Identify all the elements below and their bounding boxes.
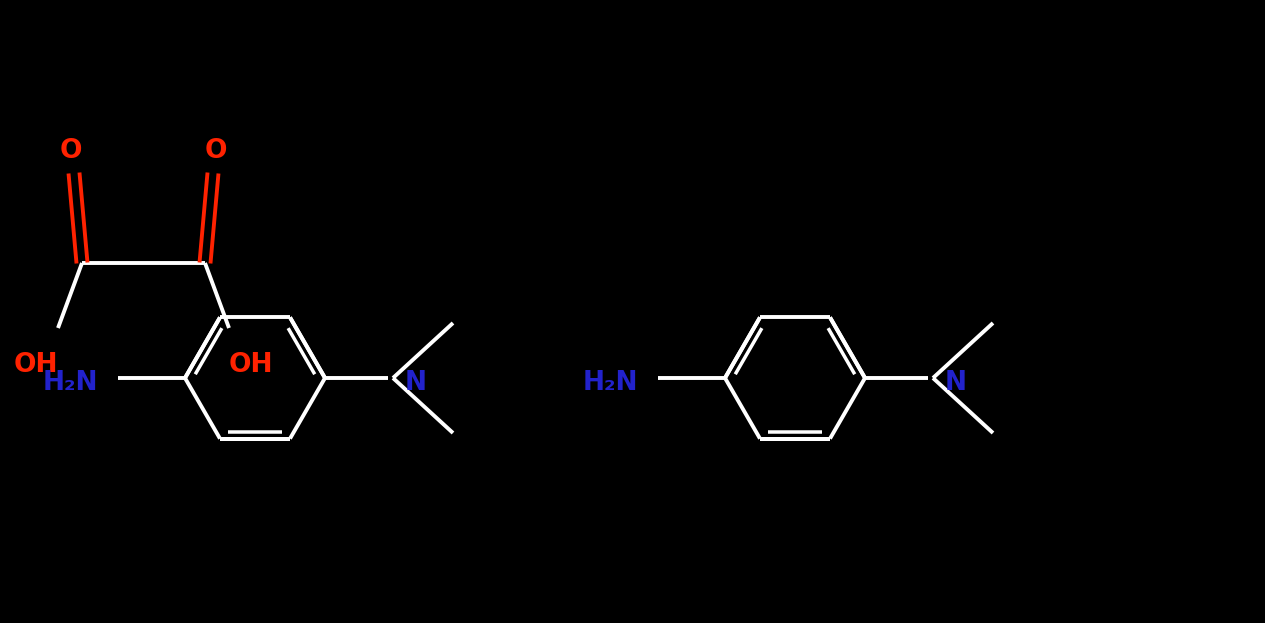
- Text: OH: OH: [229, 352, 273, 378]
- Text: N: N: [945, 370, 966, 396]
- Text: H₂N: H₂N: [43, 370, 97, 396]
- Text: H₂N: H₂N: [582, 370, 638, 396]
- Text: O: O: [59, 138, 82, 164]
- Text: N: N: [405, 370, 428, 396]
- Text: OH: OH: [14, 352, 58, 378]
- Text: O: O: [205, 138, 228, 164]
